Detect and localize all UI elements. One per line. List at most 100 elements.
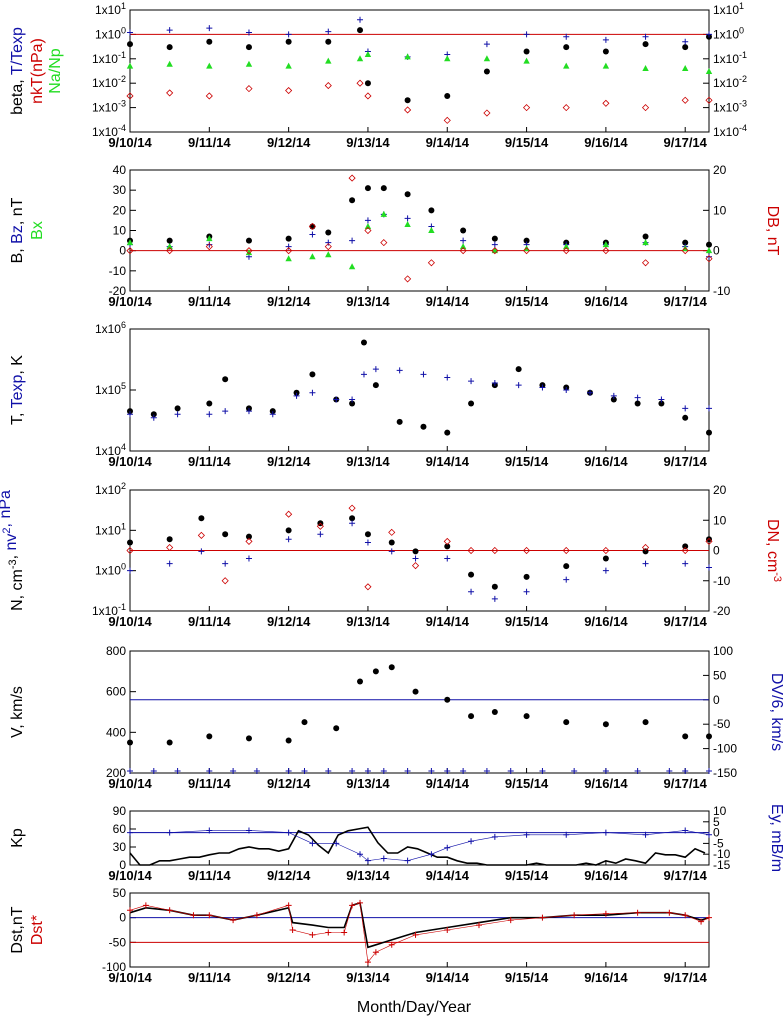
data-point bbox=[491, 583, 498, 590]
data-point bbox=[427, 259, 435, 267]
left-tick-label: 90 bbox=[113, 804, 127, 818]
data-point bbox=[602, 567, 609, 574]
x-tick-label: 9/11/14 bbox=[188, 776, 231, 791]
y-axis-label: Bx bbox=[29, 221, 46, 240]
data-point bbox=[539, 768, 546, 774]
series-Bx bbox=[126, 210, 713, 270]
data-point bbox=[150, 768, 157, 774]
data-point bbox=[317, 531, 324, 538]
data-point bbox=[404, 106, 412, 114]
data-point bbox=[285, 902, 292, 909]
data-point bbox=[515, 366, 522, 373]
data-point bbox=[206, 62, 213, 69]
x-tick-label: 9/17/14 bbox=[664, 776, 708, 791]
data-point bbox=[468, 400, 475, 407]
x-tick-label: 9/10/14 bbox=[108, 135, 152, 150]
data-point bbox=[364, 80, 371, 87]
left-tick-label: 50 bbox=[113, 886, 127, 900]
plot-frame bbox=[129, 9, 710, 133]
data-point bbox=[380, 239, 388, 247]
data-point bbox=[563, 719, 570, 726]
data-point bbox=[166, 44, 173, 51]
y-axis-label: beta, T/Texp bbox=[9, 27, 26, 115]
right-tick-label: -10 bbox=[713, 574, 731, 588]
data-point bbox=[333, 840, 340, 847]
left-tick-label: 1x10-1 bbox=[92, 602, 126, 618]
data-point bbox=[602, 555, 609, 562]
x-tick-label: 9/11/14 bbox=[188, 135, 231, 150]
x-tick-label: 9/15/14 bbox=[505, 970, 549, 985]
data-point bbox=[642, 560, 649, 567]
x-tick-label: 9/15/14 bbox=[505, 135, 549, 150]
data-point bbox=[301, 768, 308, 774]
data-point bbox=[126, 62, 134, 69]
x-tick-label: 9/13/14 bbox=[346, 135, 390, 150]
data-point bbox=[658, 400, 665, 407]
data-point bbox=[126, 239, 134, 246]
left-tick-label: 1x104 bbox=[95, 442, 126, 458]
data-point bbox=[127, 41, 133, 48]
data-point bbox=[253, 912, 260, 919]
data-point bbox=[404, 191, 411, 198]
data-point bbox=[444, 543, 451, 550]
data-point bbox=[372, 949, 379, 956]
data-point bbox=[443, 537, 451, 545]
data-point bbox=[443, 116, 451, 124]
plot-frame bbox=[129, 892, 710, 968]
data-point bbox=[523, 573, 530, 580]
x-tick-label: 9/11/14 bbox=[188, 294, 231, 309]
data-point bbox=[174, 405, 181, 412]
data-point bbox=[602, 62, 610, 69]
x-tick-label: 9/15/14 bbox=[505, 614, 549, 629]
data-point bbox=[245, 60, 253, 67]
data-point bbox=[309, 223, 316, 230]
data-point bbox=[523, 247, 531, 255]
left-tick-label: 20 bbox=[113, 203, 127, 217]
data-point bbox=[166, 829, 173, 836]
data-point bbox=[357, 16, 364, 23]
data-point bbox=[357, 27, 364, 34]
data-point bbox=[634, 768, 641, 774]
data-point bbox=[190, 912, 197, 919]
right-tick-label: 100 bbox=[713, 644, 733, 658]
data-point bbox=[285, 86, 293, 95]
data-point bbox=[364, 959, 371, 966]
data-point bbox=[197, 531, 205, 539]
data-point bbox=[563, 33, 570, 40]
data-point bbox=[360, 371, 367, 378]
series-V bbox=[127, 664, 712, 746]
data-point bbox=[562, 247, 570, 255]
data-point bbox=[309, 371, 316, 378]
data-point bbox=[491, 380, 498, 387]
data-point bbox=[682, 239, 689, 246]
x-tick-label: 9/17/14 bbox=[664, 970, 708, 985]
series-Dst bbox=[129, 901, 710, 949]
data-point bbox=[349, 768, 356, 774]
series-DV6 bbox=[127, 768, 712, 774]
data-point bbox=[269, 411, 276, 418]
data-point bbox=[682, 38, 689, 45]
data-point bbox=[388, 664, 395, 671]
right-tick-label: -10 bbox=[713, 847, 731, 861]
data-point bbox=[333, 725, 340, 732]
data-point bbox=[324, 81, 332, 90]
data-point bbox=[222, 560, 229, 567]
series-Texp bbox=[127, 366, 712, 421]
right-tick-label: -100 bbox=[713, 742, 737, 756]
data-point bbox=[388, 528, 396, 536]
x-tick-label: 9/10/14 bbox=[108, 614, 152, 629]
y-axis-label: Kp bbox=[9, 828, 26, 848]
panel-beta: 1x101 1x100 1x10-1 1x10-2 1x10-3 1x10-4 1x101 1… bbox=[9, 1, 747, 150]
data-point bbox=[372, 366, 379, 373]
plot-frame bbox=[129, 169, 710, 292]
data-point bbox=[174, 411, 181, 418]
data-point bbox=[491, 833, 498, 840]
left-tick-label: 0 bbox=[119, 244, 126, 258]
data-point bbox=[682, 543, 689, 550]
x-tick-label: 9/11/14 bbox=[188, 614, 231, 629]
data-point bbox=[325, 251, 332, 258]
data-point bbox=[634, 394, 641, 401]
data-point bbox=[349, 400, 356, 407]
data-point bbox=[420, 371, 427, 378]
